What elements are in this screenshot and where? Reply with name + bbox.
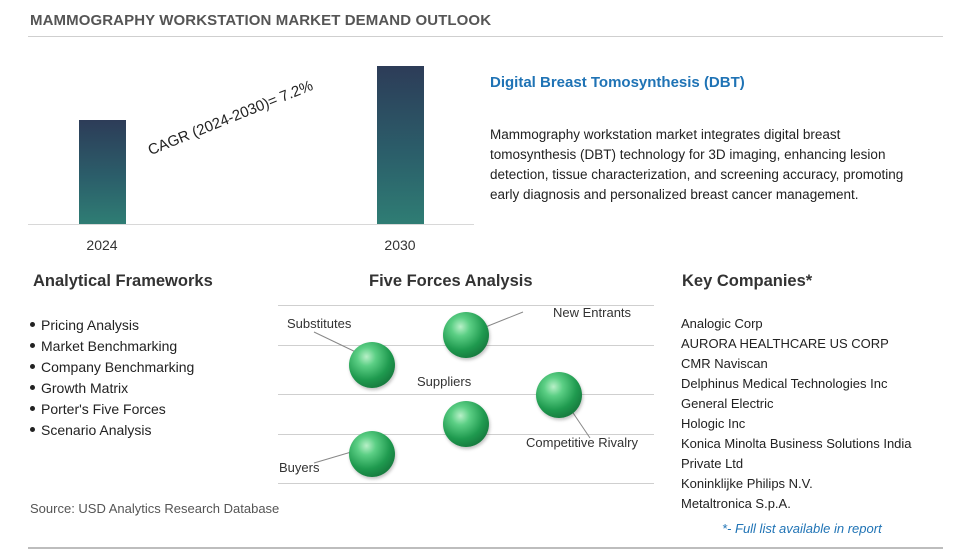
bar-2024 [78,120,126,224]
bullet-icon [30,405,35,411]
x-label-2030: 2030 [384,237,416,253]
bullet-icon [30,384,35,390]
list-item: Analogic Corp [681,316,763,331]
list-item: General Electric [681,396,774,411]
frameworks-list: Pricing Analysis Market Benchmarking Com… [30,315,194,441]
chart-baseline [28,224,474,225]
frameworks-title: Analytical Frameworks [33,272,213,290]
divider-line [278,483,654,484]
buyers-label: Buyers [279,460,320,475]
x-label-2024: 2024 [86,237,118,253]
list-item: Pricing Analysis [30,315,194,336]
highlight-description: Mammography workstation market integrate… [490,127,904,202]
list-item: Delphinus Medical Technologies Inc [681,376,888,391]
bullet-icon [30,342,35,348]
substitutes-sphere-icon [349,342,395,388]
five-forces-diagram: Substitutes New Entrants Suppliers Compe… [278,298,656,488]
list-item: Scenario Analysis [30,420,194,441]
companies-title: Key Companies* [682,272,813,290]
bullet-icon [30,321,35,327]
cagr-annotation: CAGR (2024-2030)= 7.2% [145,77,316,159]
list-item: Growth Matrix [30,378,194,399]
competitive-rivalry-label: Competitive Rivalry [526,435,638,450]
competitive-rivalry-sphere-icon [536,372,582,418]
suppliers-sphere-icon [443,401,489,447]
bullet-icon [30,363,35,369]
bottom-divider [28,547,943,549]
list-item: AURORA HEALTHCARE US CORP [681,336,889,351]
new-entrants-label: New Entrants [553,305,632,320]
substitutes-label: Substitutes [287,316,352,331]
highlight-title: Digital Breast Tomosynthesis (DBT) [490,74,745,91]
list-item: Porter's Five Forces [30,399,194,420]
suppliers-label: Suppliers [417,374,472,389]
market-bar-chart: 2024 2030 CAGR (2024-2030)= 7.2% [28,40,474,260]
top-divider [28,36,943,37]
list-item: CMR Naviscan [681,356,768,371]
new-entrants-sphere-icon [443,312,489,358]
list-item: Private Ltd [681,456,744,471]
list-item: Company Benchmarking [30,357,194,378]
bar-2030 [376,66,424,224]
bullet-icon [30,426,35,432]
list-item: Hologic Inc [681,416,746,431]
full-list-note: *- Full list available in report [722,521,882,536]
five-forces-title: Five Forces Analysis [369,272,533,290]
list-item: Koninklijke Philips N.V. [681,476,813,491]
source-note: Source: USD Analytics Research Database [30,501,280,516]
list-item: Metaltronica S.p.A. [681,496,791,511]
buyers-sphere-icon [349,431,395,477]
list-item: Konica Minolta Business Solutions India [681,436,912,451]
divider-line [278,305,654,306]
list-item: Market Benchmarking [30,336,194,357]
companies-list: Analogic Corp AURORA HEALTHCARE US CORP … [681,314,951,514]
page-title: MAMMOGRAPHY WORKSTATION MARKET DEMAND OU… [30,12,492,29]
divider-line [278,394,654,395]
